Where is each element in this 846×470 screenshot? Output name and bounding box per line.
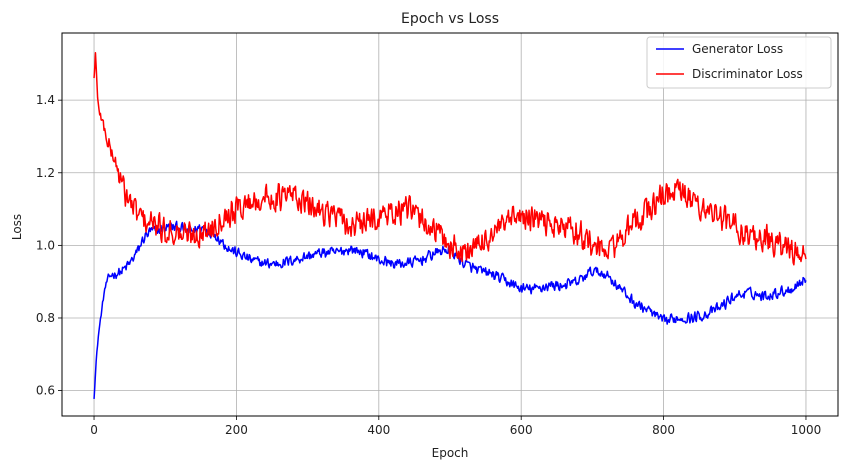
legend-box [646,36,832,89]
plot-frame [61,32,839,417]
x-tick-label: 0 [90,423,98,437]
x-tick-label: 800 [652,423,675,437]
y-tick-label: 0.6 [36,384,55,398]
legend-label-discriminator: Discriminator Loss [692,67,803,81]
y-tick-label: 0.8 [36,311,55,325]
x-tick-label: 1000 [791,423,822,437]
legend: Generator Loss Discriminator Loss [646,36,832,89]
x-tick-label: 600 [510,423,533,437]
y-axis-label: Loss [10,214,24,240]
series-layer [93,52,807,399]
x-axis-label: Epoch [432,446,469,460]
x-tick-label: 200 [225,423,248,437]
x-tick-label: 400 [367,423,390,437]
y-tick-label: 1.4 [36,93,55,107]
y-tick-label: 1.2 [36,166,55,180]
tick-layer: 0 200 400 600 800 1000 0.6 0.8 1.0 1.2 1.4 [36,93,821,437]
series-line-discriminator [93,52,807,266]
legend-label-generator: Generator Loss [692,42,783,56]
y-tick-label: 1.0 [36,238,55,252]
chart-title: Epoch vs Loss [401,11,499,27]
